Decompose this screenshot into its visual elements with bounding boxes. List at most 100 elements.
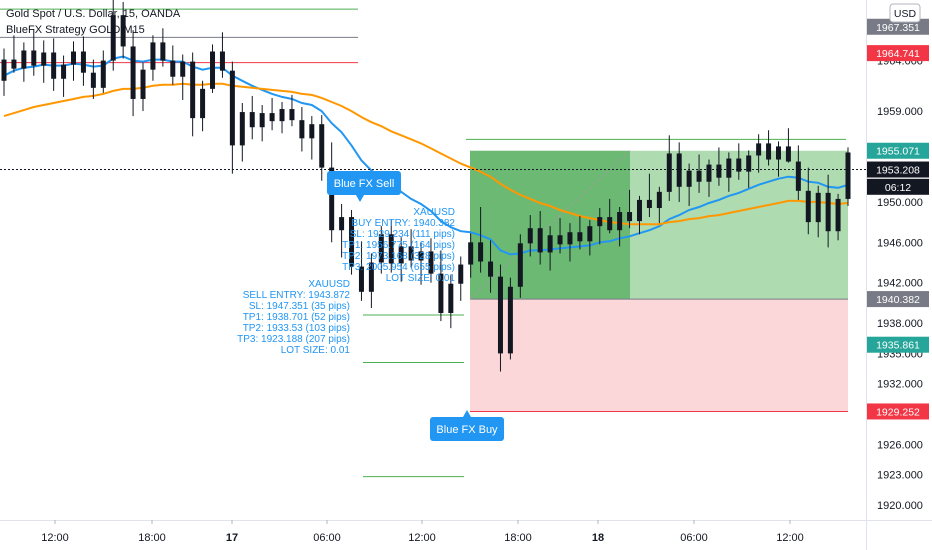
candle	[210, 44, 216, 93]
candle-body	[279, 109, 285, 122]
currency-label: USD	[894, 8, 917, 20]
candle-body	[835, 198, 841, 232]
price-label-text: 1929.252	[876, 406, 920, 418]
candle-body	[269, 113, 275, 122]
candle-body	[438, 273, 444, 314]
buy-annotation-line: SL: 1929.234 (111 pips)	[350, 229, 455, 240]
price-label-bg	[867, 18, 929, 35]
candle-body	[845, 152, 851, 199]
candle	[795, 145, 801, 200]
candle	[775, 141, 781, 177]
candle	[497, 264, 503, 372]
long-position-box[interactable]	[469, 150, 848, 412]
time-tick-label: 06:00	[313, 532, 341, 544]
candle-body	[597, 217, 603, 227]
candle-body	[309, 124, 315, 139]
candle-body	[507, 286, 513, 354]
candle	[805, 167, 811, 235]
price-label-text: 1967.351	[876, 22, 920, 34]
candle-body	[418, 251, 424, 261]
candle	[557, 218, 563, 254]
candle	[279, 101, 285, 134]
candle	[219, 32, 225, 78]
candle	[507, 277, 513, 360]
candle	[299, 107, 305, 152]
price-label: 1964.741	[867, 45, 929, 62]
candle-body	[299, 120, 305, 139]
candle-body	[636, 199, 642, 222]
price-label: 06:12	[867, 178, 929, 195]
candle	[150, 35, 156, 81]
candle-body	[726, 158, 732, 178]
candle-body	[61, 64, 67, 79]
candle-body	[140, 69, 146, 99]
candle	[31, 29, 37, 76]
candle	[428, 238, 434, 283]
candle-body	[627, 212, 633, 222]
price-label-bg	[867, 336, 929, 353]
price-axis-labels: 1967.351 1964.741 1955.071 1953.208 06:12 194…	[867, 18, 929, 420]
sell-annotation-line: LOT SIZE: 0.01	[281, 345, 351, 356]
candle	[835, 193, 841, 241]
candle-body	[517, 243, 523, 287]
candle-body	[239, 112, 245, 146]
candle-body	[766, 143, 772, 160]
candle-body	[358, 266, 364, 292]
candle	[785, 128, 791, 163]
candle-body	[249, 112, 255, 128]
price-label-bg	[867, 403, 929, 420]
price-tick-label: 1920.000	[877, 500, 923, 512]
sell-signal-button[interactable]: Blue FX Sell	[327, 171, 401, 202]
price-label-text: 1964.741	[876, 48, 920, 60]
candle-body	[160, 42, 166, 61]
candle	[825, 174, 831, 248]
price-axis[interactable]: 1920.0001923.0001926.0001929.0001932.000…	[877, 56, 923, 512]
buy-signal-label: Blue FX Buy	[436, 424, 498, 436]
time-axis[interactable]: 12:00 18:00 17 06:00 12:00 18:00 18 06:00 12:00	[41, 520, 804, 544]
buy-signal-button[interactable]: Blue FX Buy	[430, 410, 504, 441]
candle-body	[259, 113, 265, 128]
candle-body	[398, 246, 404, 264]
candle	[756, 134, 762, 173]
candle-body	[229, 70, 235, 146]
candle	[537, 211, 543, 265]
currency-button[interactable]: USD	[889, 3, 921, 23]
candle	[140, 62, 146, 112]
candle-body	[746, 155, 752, 172]
price-tick-label: 1926.000	[877, 439, 923, 451]
candle-body	[71, 51, 77, 65]
candle-body	[41, 52, 47, 66]
price-tick-label: 1938.000	[877, 318, 923, 330]
candle-body	[388, 234, 394, 264]
price-label-bg	[867, 45, 929, 62]
candle	[517, 234, 523, 298]
candle-body	[666, 153, 672, 192]
price-label: 1929.252	[867, 403, 929, 420]
candle-body	[478, 242, 484, 262]
candle-body	[80, 51, 86, 73]
candle	[527, 215, 533, 257]
candle-body	[329, 167, 335, 231]
candle	[458, 256, 464, 301]
candle	[249, 95, 255, 140]
buy-annotation-line: BUY ENTRY: 1940.382	[351, 218, 455, 229]
candle	[51, 38, 57, 91]
candle-body	[716, 164, 722, 178]
sell-annotation-line: TP1: 1938.701 (52 pips)	[243, 312, 350, 323]
candle	[160, 28, 166, 67]
candle-body	[349, 217, 355, 267]
candle-body	[706, 164, 712, 182]
candle-body	[408, 246, 414, 261]
symbol-title: Gold Spot / U.S. Dollar, 15, OANDA	[6, 8, 181, 20]
candle	[448, 274, 454, 329]
strategy-legend[interactable]: BlueFX Strategy GOLD M15	[6, 24, 145, 36]
candle	[368, 253, 374, 308]
candle-body	[319, 124, 325, 168]
buy-annotation-title: XAUUSD	[413, 207, 455, 218]
time-tick-label: 18:00	[138, 532, 166, 544]
horizontal-levels	[0, 8, 846, 478]
candle-body	[448, 283, 454, 314]
candle-body	[51, 52, 57, 79]
trade-path-line	[469, 150, 631, 300]
